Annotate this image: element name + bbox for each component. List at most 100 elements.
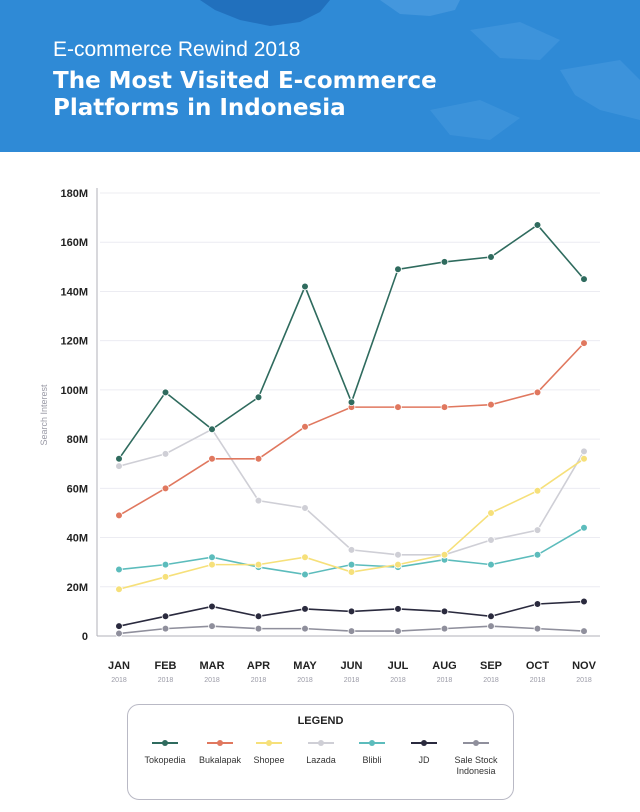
legend-swatch xyxy=(207,740,233,746)
data-point xyxy=(487,253,495,261)
data-point xyxy=(440,607,449,616)
data-point xyxy=(394,560,402,569)
legend-label: Shopee xyxy=(253,755,285,765)
data-point xyxy=(115,565,123,574)
y-tick-label: 20M xyxy=(67,582,88,594)
data-point xyxy=(254,496,263,505)
data-point xyxy=(487,612,495,621)
data-point xyxy=(347,607,356,616)
data-point xyxy=(208,553,216,562)
data-point xyxy=(301,504,309,512)
x-tick-sublabel: 2018 xyxy=(483,677,499,684)
data-point xyxy=(533,624,542,633)
data-point xyxy=(161,560,170,569)
data-point xyxy=(208,602,216,611)
y-tick-label: 100M xyxy=(60,385,88,397)
data-point xyxy=(394,605,402,613)
data-point xyxy=(487,560,495,569)
x-tick-label: AUG xyxy=(432,660,456,672)
data-point xyxy=(115,622,123,630)
series-line-bukalapak xyxy=(118,342,585,517)
data-point xyxy=(208,560,216,569)
legend-item: Blibli xyxy=(341,739,403,766)
data-point xyxy=(161,450,170,458)
data-point xyxy=(394,265,402,274)
data-point xyxy=(301,553,309,562)
data-point xyxy=(115,454,123,463)
legend-swatch xyxy=(359,740,385,746)
legend-label: Blibli xyxy=(362,755,382,765)
header-banner: E-commerce Rewind 2018 The Most Visited … xyxy=(0,0,640,152)
x-tick-label: JAN xyxy=(108,660,130,672)
x-tick-label: JUL xyxy=(388,660,409,672)
data-point xyxy=(301,570,309,579)
x-tick-sublabel: 2018 xyxy=(111,677,127,684)
legend-swatch xyxy=(256,740,282,746)
legend-swatch xyxy=(463,740,489,746)
map-background-graphic xyxy=(200,0,640,140)
data-point xyxy=(347,398,356,406)
y-tick-label: 0 xyxy=(82,631,88,643)
x-tick-label: APR xyxy=(247,660,270,672)
data-point xyxy=(533,221,542,229)
data-point xyxy=(347,627,356,635)
chart-title: The Most Visited E-commerce Platforms in… xyxy=(53,68,437,121)
legend-label: Tokopedia xyxy=(144,755,186,765)
data-point xyxy=(347,546,356,554)
series-line-lazada xyxy=(118,428,585,556)
x-tick-sublabel: 2018 xyxy=(576,677,592,684)
y-axis-label: Search Interest xyxy=(39,384,49,446)
y-tick-label: 120M xyxy=(60,336,88,348)
x-tick-label: JUN xyxy=(340,660,362,672)
x-tick-label: MAR xyxy=(199,660,224,672)
data-point xyxy=(208,454,216,463)
data-point xyxy=(254,393,263,402)
data-point xyxy=(254,624,263,633)
legend-item: Tokopedia xyxy=(134,739,196,766)
data-point xyxy=(580,627,588,635)
data-point xyxy=(394,403,402,411)
data-point xyxy=(161,573,170,581)
legend-item: Shopee xyxy=(238,739,300,766)
x-tick-sublabel: 2018 xyxy=(437,677,453,684)
data-point xyxy=(580,454,588,463)
y-tick-label: 180M xyxy=(60,188,88,200)
legend-label: Sale Stock Indonesia xyxy=(454,755,498,776)
chart-subtitle: E-commerce Rewind 2018 xyxy=(53,38,301,61)
x-tick-label: OCT xyxy=(526,660,550,672)
legend-swatch xyxy=(411,740,437,746)
data-point xyxy=(580,523,588,532)
x-tick-sublabel: 2018 xyxy=(158,677,174,684)
y-tick-label: 160M xyxy=(60,237,88,249)
data-point xyxy=(487,509,495,517)
x-tick-sublabel: 2018 xyxy=(344,677,360,684)
x-tick-label: FEB xyxy=(155,660,177,672)
data-point xyxy=(440,624,449,633)
data-point xyxy=(533,526,542,534)
data-point xyxy=(533,600,542,608)
legend-label: Lazada xyxy=(306,755,336,765)
data-point xyxy=(161,388,170,397)
legend-item: Sale Stock Indonesia xyxy=(445,739,507,777)
data-point xyxy=(347,560,356,569)
data-point xyxy=(115,585,123,594)
data-point xyxy=(394,627,402,635)
data-point xyxy=(440,258,449,266)
series-line-tokopedia xyxy=(118,223,585,460)
data-point xyxy=(487,400,495,409)
x-tick-sublabel: 2018 xyxy=(297,677,313,684)
data-point xyxy=(580,447,588,456)
y-tick-label: 80M xyxy=(67,434,88,446)
data-point xyxy=(208,622,216,630)
x-tick-label: MAY xyxy=(293,660,317,672)
data-point xyxy=(161,612,170,621)
legend-item: Lazada xyxy=(290,739,352,766)
data-point xyxy=(115,629,123,638)
legend-label: Bukalapak xyxy=(198,755,242,765)
data-point xyxy=(254,560,263,569)
data-point xyxy=(533,486,542,495)
y-tick-label: 40M xyxy=(67,533,88,545)
data-point xyxy=(301,624,309,633)
legend-item: JD xyxy=(393,739,455,766)
x-tick-label: SEP xyxy=(480,660,502,672)
